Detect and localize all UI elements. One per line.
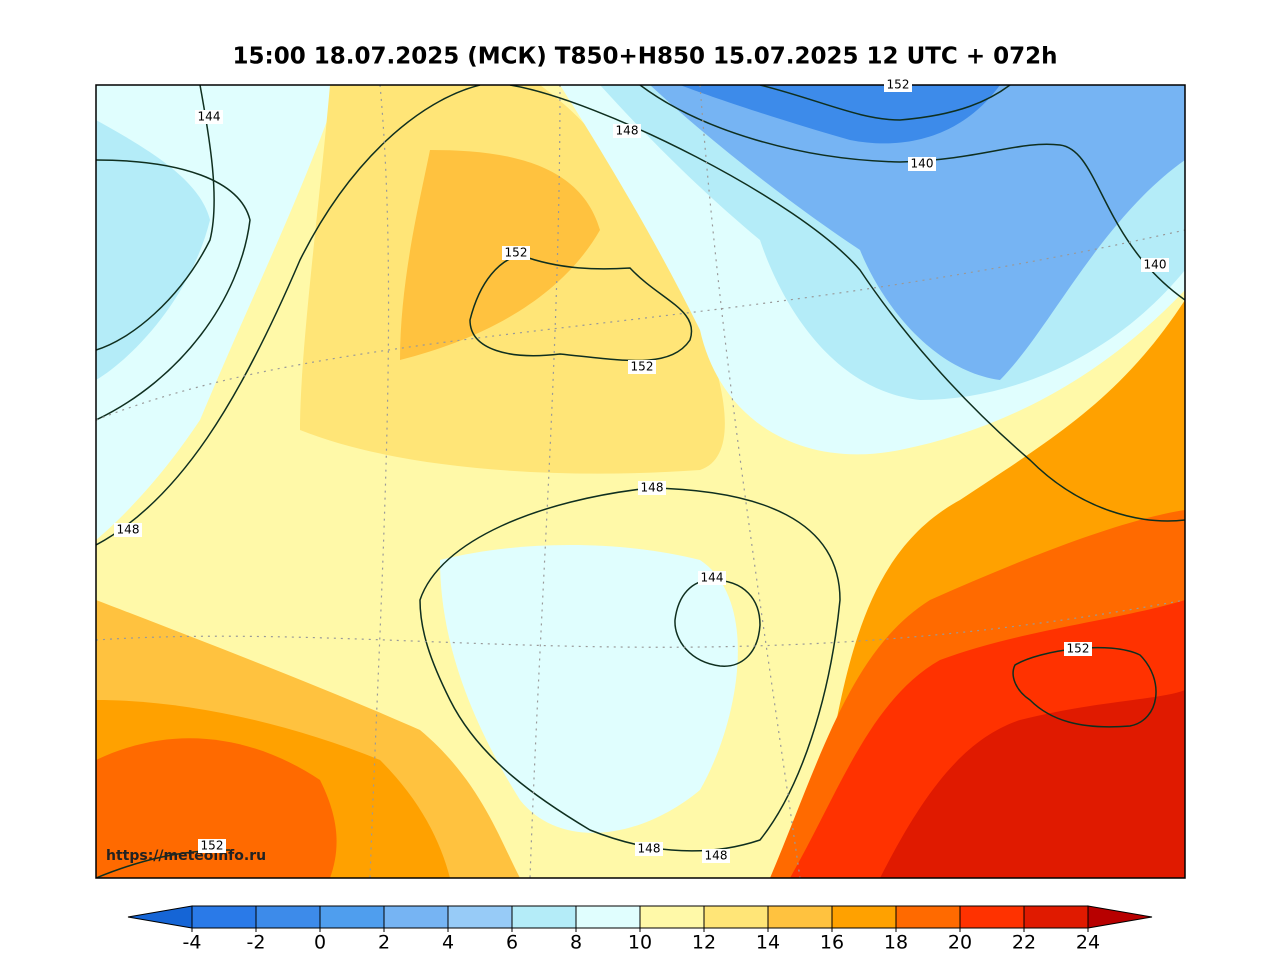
contour-label: 148 (117, 523, 140, 537)
colorbar-tick-label: 16 (820, 932, 844, 954)
colorbar-tick-label: 12 (692, 932, 716, 954)
colorbar-segment (703, 905, 769, 929)
contour-label-box (1064, 642, 1092, 656)
contour-label: 152 (505, 246, 528, 260)
colorbar-segment (767, 905, 833, 929)
colorbar-extend-low (127, 905, 193, 929)
contour-label: 152 (201, 839, 224, 853)
colorbar-segment (191, 905, 257, 929)
colorbar-tick-label: 18 (884, 932, 908, 954)
colorbar-segment (575, 905, 641, 929)
colorbar-tick-label: -4 (183, 932, 202, 954)
contour-label: 148 (638, 842, 661, 856)
contour-label-box (502, 246, 530, 260)
colorbar-tick-label: 6 (506, 932, 518, 954)
colorbar-tick-label: 20 (948, 932, 972, 954)
colorbar: -4 -2 0 2 4 6 8 10 12 14 16 18 20 22 24 (127, 905, 1153, 954)
contour-label: 144 (701, 571, 724, 585)
contour-label-box (638, 481, 666, 495)
contour-label: 148 (616, 124, 639, 138)
contour-label-box (114, 523, 142, 537)
contour-label: 140 (911, 157, 934, 171)
contour-labels: 144 148 152 140 140 152 152 148 148 144 152 152 148 1… (114, 78, 1169, 863)
colorbar-segment (383, 905, 449, 929)
map (96, 85, 1185, 878)
contour-label: 148 (705, 849, 728, 863)
colorbar-tick-label: 10 (628, 932, 652, 954)
contour-label: 140 (1144, 258, 1167, 272)
contour-label: 144 (198, 110, 221, 124)
colorbar-segment (319, 905, 385, 929)
colorbar-segment (447, 905, 513, 929)
contour-label-box (698, 571, 726, 585)
contour-label: 152 (887, 78, 910, 92)
contour-label: 152 (631, 360, 654, 374)
colorbar-segment (1023, 905, 1089, 929)
title: 15:00 18.07.2025 (МСК) T850+H850 15.07.2… (232, 44, 1057, 70)
contour-label: 148 (641, 481, 664, 495)
colorbar-segment (639, 905, 705, 929)
colorbar-segment (255, 905, 321, 929)
colorbar-segment (511, 905, 577, 929)
contour-label: 152 (1067, 642, 1090, 656)
contour-label-box (884, 78, 912, 92)
contour-label-box (635, 842, 663, 856)
colorbar-segment (895, 905, 961, 929)
colorbar-tick-label: 2 (378, 932, 390, 954)
watermark: https://meteoinfo.ru (106, 848, 266, 864)
contour-label-box (628, 360, 656, 374)
colorbar-tick-label: 8 (570, 932, 582, 954)
colorbar-tick-label: 22 (1012, 932, 1036, 954)
contour-label-box (613, 124, 641, 138)
colorbar-tick-label: 14 (756, 932, 780, 954)
colorbar-extend-high (1087, 905, 1153, 929)
map-frame (95, 84, 1186, 879)
contour-label-box (198, 839, 226, 853)
contour-label-box (195, 110, 223, 124)
colorbar-tick-label: 24 (1076, 932, 1100, 954)
colorbar-tick-label: 0 (314, 932, 326, 954)
colorbar-segment (831, 905, 897, 929)
colorbar-tick-label: -2 (247, 932, 266, 954)
colorbar-segment (959, 905, 1025, 929)
contour-label-box (702, 849, 730, 863)
contour-label-box (1141, 258, 1169, 272)
colorbar-tick-label: 4 (442, 932, 454, 954)
contour-label-box (908, 157, 936, 171)
